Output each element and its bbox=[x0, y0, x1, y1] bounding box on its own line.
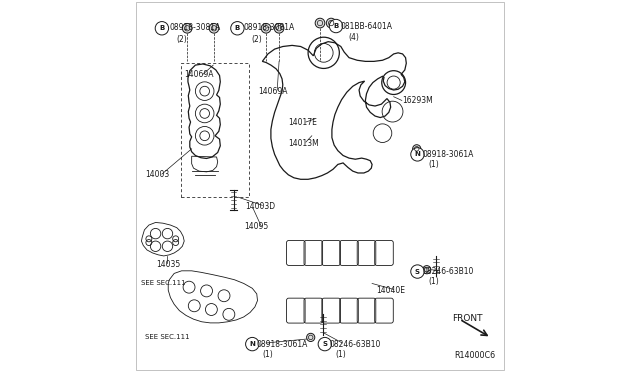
Text: 08918-3081A: 08918-3081A bbox=[170, 23, 221, 32]
Text: R14000C6: R14000C6 bbox=[454, 351, 495, 360]
Circle shape bbox=[246, 337, 259, 351]
Text: 14003D: 14003D bbox=[246, 202, 276, 211]
Text: 16293M: 16293M bbox=[402, 96, 433, 105]
Text: 14040E: 14040E bbox=[376, 286, 405, 295]
Text: B: B bbox=[159, 25, 164, 31]
Circle shape bbox=[315, 18, 325, 28]
Circle shape bbox=[411, 265, 424, 278]
Text: 08918-3061A: 08918-3061A bbox=[422, 150, 474, 159]
Text: 08918-3061A: 08918-3061A bbox=[257, 340, 308, 349]
Text: 08246-63B10: 08246-63B10 bbox=[330, 340, 381, 349]
Text: (2): (2) bbox=[251, 35, 262, 44]
Text: SEE SEC.111: SEE SEC.111 bbox=[145, 334, 190, 340]
Text: 14003: 14003 bbox=[145, 170, 170, 179]
Text: (2): (2) bbox=[177, 35, 188, 44]
Text: N: N bbox=[250, 341, 255, 347]
Text: FRONT: FRONT bbox=[452, 314, 483, 323]
Circle shape bbox=[326, 18, 336, 28]
Text: 081BB-6401A: 081BB-6401A bbox=[340, 22, 392, 31]
Circle shape bbox=[307, 333, 315, 341]
Circle shape bbox=[413, 145, 421, 153]
Text: S: S bbox=[415, 269, 420, 275]
Bar bbox=[180, 63, 250, 197]
Text: S: S bbox=[323, 341, 327, 347]
Text: 14069A: 14069A bbox=[259, 87, 288, 96]
Circle shape bbox=[231, 22, 244, 35]
Text: 14095: 14095 bbox=[244, 222, 268, 231]
Circle shape bbox=[156, 22, 168, 35]
Text: B: B bbox=[235, 25, 240, 31]
Text: B: B bbox=[333, 23, 339, 29]
Text: N: N bbox=[415, 151, 420, 157]
Circle shape bbox=[330, 19, 342, 33]
Circle shape bbox=[261, 23, 271, 33]
Text: 08918-3081A: 08918-3081A bbox=[244, 23, 295, 32]
Circle shape bbox=[422, 266, 431, 274]
Text: (1): (1) bbox=[335, 350, 346, 359]
Text: 14035: 14035 bbox=[156, 260, 180, 269]
Text: (4): (4) bbox=[348, 33, 359, 42]
Text: 08246-63B10: 08246-63B10 bbox=[422, 267, 474, 276]
Circle shape bbox=[182, 23, 192, 33]
Circle shape bbox=[209, 23, 219, 33]
Text: (1): (1) bbox=[262, 350, 273, 359]
Text: 14069A: 14069A bbox=[184, 70, 214, 79]
Text: 14017E: 14017E bbox=[289, 118, 317, 127]
Text: (1): (1) bbox=[428, 277, 438, 286]
Text: (1): (1) bbox=[428, 160, 438, 169]
Circle shape bbox=[411, 148, 424, 161]
Text: SEE SEC.111: SEE SEC.111 bbox=[141, 280, 186, 286]
Circle shape bbox=[275, 23, 284, 33]
Text: 14013M: 14013M bbox=[289, 139, 319, 148]
Circle shape bbox=[318, 337, 332, 351]
